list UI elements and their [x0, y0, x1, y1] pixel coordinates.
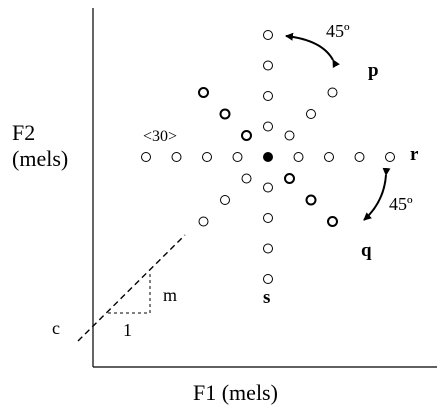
- point-up-left-1: [241, 130, 252, 141]
- point-right-2: [324, 152, 334, 162]
- run-label: 1: [123, 320, 132, 340]
- point-right-3: [354, 152, 365, 162]
- point-left-2: [202, 152, 212, 162]
- direction-label-r: r: [410, 144, 419, 165]
- point-down-right-1: [284, 173, 295, 184]
- point-down-left-2: [220, 195, 230, 205]
- point-up-right-3: [327, 87, 338, 98]
- point-up-2: [263, 91, 273, 101]
- rotation-arrow-top: [285, 32, 340, 69]
- point-down-right-3: [327, 216, 338, 227]
- point-down-2: [263, 213, 273, 223]
- center-point: [263, 152, 273, 162]
- direction-label-q: q: [361, 240, 372, 261]
- angle-label-bottom: 45º: [389, 194, 413, 214]
- rotation-arrow-bottom: [363, 167, 391, 221]
- point-down-right-2: [305, 194, 317, 206]
- angle-label-top: 45º: [326, 21, 350, 41]
- point-left-4: [141, 152, 151, 162]
- spacing-label: <30>: [143, 128, 177, 145]
- direction-label-s: s: [263, 287, 270, 308]
- point-down-left-3: [198, 216, 209, 227]
- point-up-left-2: [219, 108, 231, 120]
- point-down-3: [263, 243, 273, 254]
- point-up-left-3: [198, 87, 209, 98]
- measurement-points: [141, 30, 395, 284]
- point-down-1: [263, 182, 273, 193]
- point-up-right-2: [306, 109, 316, 119]
- direction-label-p: p: [368, 60, 379, 81]
- point-up-3: [263, 60, 273, 71]
- y-axis-label-line2: (mels): [12, 146, 68, 171]
- point-left-3: [171, 152, 182, 162]
- intercept-label: c: [52, 318, 60, 338]
- x-axis-label: F1 (mels): [193, 380, 278, 405]
- point-down-4: [263, 274, 273, 284]
- point-up-4: [263, 30, 273, 40]
- point-up-1: [263, 121, 273, 132]
- point-right-4: [385, 152, 395, 162]
- point-right-1: [293, 152, 304, 162]
- point-left-1: [232, 152, 243, 162]
- slope-label: m: [163, 285, 177, 305]
- y-axis-label-line1: F2: [12, 120, 35, 145]
- point-down-left-1: [241, 173, 252, 184]
- regression-line: [77, 234, 186, 342]
- point-up-right-1: [284, 130, 295, 141]
